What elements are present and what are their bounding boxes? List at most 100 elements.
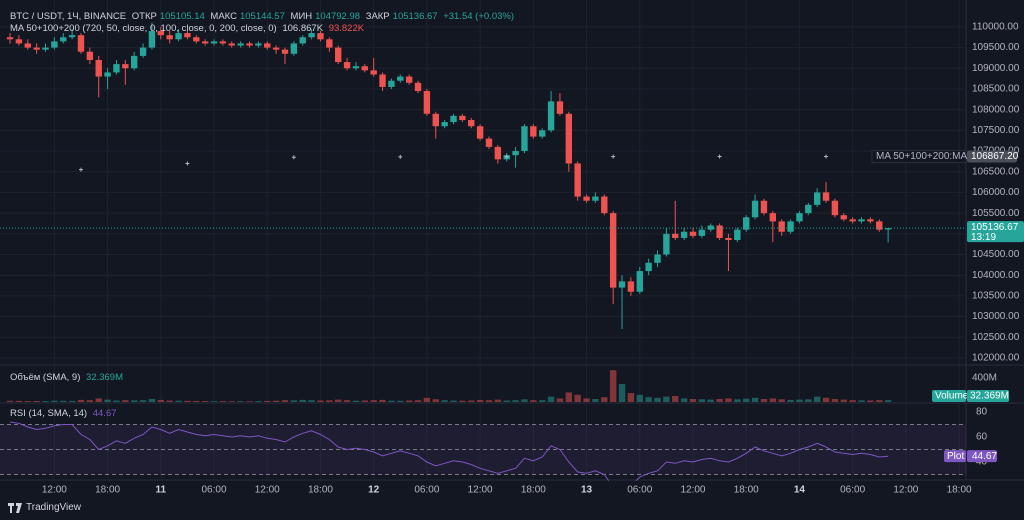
x-tick-label: 06:00 [840, 485, 865, 496]
candle-body [68, 35, 76, 38]
candle-body [468, 120, 475, 127]
volume-bar [326, 400, 333, 402]
y-tick-label: 109500.00 [972, 42, 1020, 53]
candle-body [645, 262, 652, 272]
value: 105105.14 [159, 11, 205, 22]
volume-bar [503, 400, 510, 402]
volume-bar [405, 400, 413, 402]
candle-body [139, 47, 147, 56]
y-tick-label: 108000.00 [972, 104, 1020, 115]
label: МИН [290, 11, 313, 22]
y-tick-label: 105500.00 [972, 208, 1020, 219]
y-tick-label: 106000.00 [972, 187, 1020, 198]
volume-bar [583, 398, 590, 402]
volume-bar [858, 400, 865, 402]
x-tick-label: 12:00 [468, 485, 493, 496]
candle-body [33, 47, 40, 50]
rsi-value: 44.67 [92, 408, 117, 419]
volume-bar [813, 396, 821, 402]
volume-tag-name: Volume [935, 391, 969, 402]
candle-body [15, 39, 23, 44]
candle-body [42, 47, 49, 50]
volume-bar [299, 399, 306, 402]
candle-body [565, 113, 573, 164]
x-tick-label: 12:00 [255, 485, 280, 496]
candle-body [476, 126, 484, 139]
price-tag-value: 105136.67 [971, 222, 1019, 233]
y-tick-label: 102500.00 [972, 332, 1020, 343]
volume-bar [627, 393, 635, 402]
candle-body [157, 31, 165, 36]
volume-bar [397, 400, 404, 402]
candle-body [414, 82, 422, 92]
volume-bar [104, 399, 111, 402]
x-tick-label: 18:00 [95, 485, 120, 496]
volume-sma: 32.369M [86, 372, 124, 383]
volume-bar [6, 400, 14, 402]
volume-bar [24, 401, 31, 402]
volume-bar [281, 400, 289, 402]
candle-body [760, 200, 768, 214]
volume-bar [60, 400, 67, 402]
y-tick-label: 107500.00 [972, 125, 1020, 136]
candle-body [246, 43, 253, 46]
candle-body [672, 233, 679, 238]
candle-body [822, 192, 830, 201]
candle-body [405, 76, 413, 83]
y-tick-label: 106500.00 [972, 166, 1020, 177]
candle-body [210, 41, 218, 44]
ma-tag-name: MA 50+100+200:MA50 [876, 151, 979, 162]
y-tick-label: 104000.00 [972, 270, 1020, 281]
volume-bar [743, 398, 750, 402]
ma-point [504, 154, 509, 159]
volume-bar [237, 401, 244, 402]
candle-body [627, 281, 635, 292]
candle-body [734, 229, 741, 241]
change: +31.54 (+0.03%) [443, 11, 514, 22]
candle-body [86, 51, 94, 61]
candle-body [397, 76, 404, 81]
candle-body [689, 231, 697, 236]
volume-bar [760, 399, 768, 402]
volume-bar [592, 399, 599, 402]
volume-bar [414, 400, 422, 402]
volume-bar [663, 396, 670, 402]
candle-body [343, 62, 351, 69]
ma-point [824, 154, 829, 159]
candle-body [308, 33, 315, 38]
x-tick-label: 06:00 [414, 485, 439, 496]
y-tick-label: 103500.00 [972, 291, 1020, 302]
volume-bar [672, 396, 679, 402]
rsi-line [9, 421, 889, 481]
ma-title: MA 50+100+200 (720, 50, close, 0, 100, c… [10, 23, 277, 34]
candle-body [379, 74, 386, 87]
candle-body [201, 41, 209, 44]
candle-body [796, 213, 803, 222]
candle-body [716, 225, 723, 238]
candle-body [24, 43, 31, 48]
rsi-tag-name: Plot [947, 451, 964, 462]
volume-bar [42, 401, 49, 402]
candles [6, 22, 892, 329]
volume-bar [734, 399, 741, 402]
value: 104792.98 [315, 11, 361, 22]
volume-bar [530, 400, 537, 402]
candle-body [175, 33, 182, 40]
candle-body [831, 200, 839, 216]
y-tick-label: 60 [976, 432, 988, 443]
candle-body [601, 196, 608, 214]
ma-point [78, 167, 83, 172]
candle-body [849, 219, 856, 222]
volume-bar [317, 400, 324, 402]
candle-body [131, 55, 138, 69]
volume-bar [725, 398, 732, 402]
ma-tag-value: 106867.20 [971, 151, 1019, 162]
candle-body [609, 213, 617, 288]
candle-body [743, 217, 750, 230]
candle-body [583, 196, 590, 201]
candle-body [698, 229, 706, 236]
volume-bar [485, 400, 493, 402]
volume-bar [769, 398, 777, 402]
candle-body [184, 33, 191, 38]
candle-body [95, 60, 102, 77]
